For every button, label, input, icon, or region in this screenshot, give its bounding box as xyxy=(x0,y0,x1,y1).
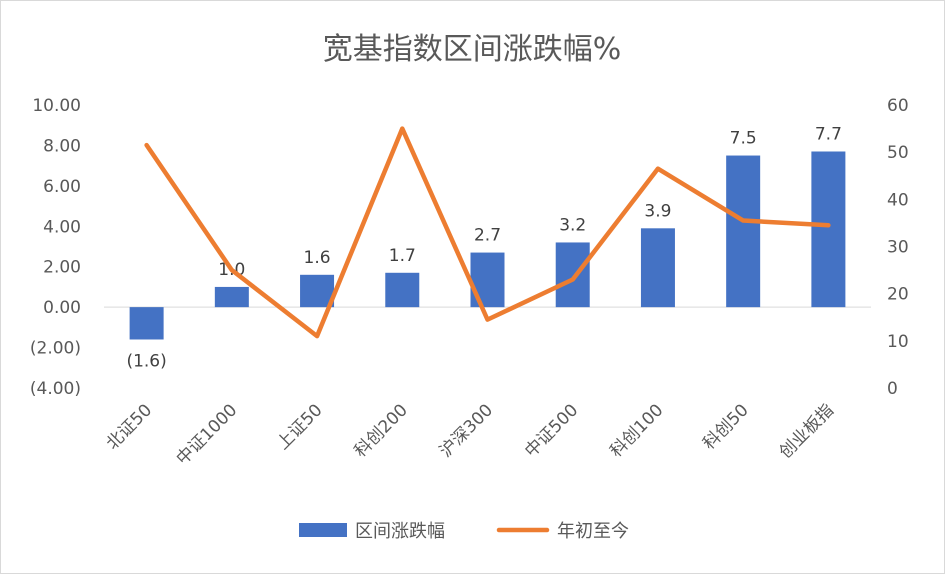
bar-北证50 xyxy=(129,307,164,340)
bar-中证1000 xyxy=(214,286,249,308)
x-category-label: 创业板指 xyxy=(776,400,838,462)
bar-data-label: (1.6) xyxy=(126,351,166,371)
bar-data-label: 1.6 xyxy=(304,248,331,268)
bar-科创100 xyxy=(640,228,675,308)
x-category-label: 中证1000 xyxy=(173,400,242,469)
y-left-tick-label: (4.00) xyxy=(30,379,81,399)
legend-swatch-bar xyxy=(299,523,347,537)
y-left-tick-label: 6.00 xyxy=(43,177,81,197)
y-right-tick-label: 50 xyxy=(887,143,909,163)
y-left-tick-label: (2.00) xyxy=(30,339,81,359)
bar-上证50 xyxy=(300,274,335,308)
legend-label: 年初至今 xyxy=(557,521,629,542)
bar-data-label: 7.5 xyxy=(730,129,757,149)
y-right-tick-label: 60 xyxy=(887,96,909,116)
y-left-tick-label: 0.00 xyxy=(43,298,81,318)
x-category-label: 科创50 xyxy=(699,400,752,453)
x-category-label: 上证50 xyxy=(273,400,326,453)
x-category-label: 科创200 xyxy=(351,400,412,461)
y-left-tick-label: 8.00 xyxy=(43,136,81,156)
x-category-label: 沪深300 xyxy=(436,400,497,461)
y-right-tick-label: 0 xyxy=(887,379,898,399)
y-left-tick-label: 2.00 xyxy=(43,258,81,278)
y-right-tick-label: 40 xyxy=(887,190,909,210)
x-category-label: 中证500 xyxy=(521,400,582,461)
bar-科创200 xyxy=(385,272,420,308)
y-right-tick-label: 20 xyxy=(887,285,909,305)
bar-data-label: 1.7 xyxy=(389,246,416,266)
bar-data-label: 2.7 xyxy=(474,226,501,246)
bar-沪深300 xyxy=(470,252,505,308)
legend-label: 区间涨跌幅 xyxy=(355,521,445,542)
y-right-tick-label: 10 xyxy=(887,332,909,352)
bar-data-label: 7.7 xyxy=(815,124,842,144)
x-category-label: 北证50 xyxy=(103,400,156,453)
y-left-tick-label: 4.00 xyxy=(43,217,81,237)
bar-创业板指 xyxy=(811,151,846,308)
y-left-tick-label: 10.00 xyxy=(32,96,81,116)
y-right-tick-label: 30 xyxy=(887,238,909,258)
bar-中证500 xyxy=(555,242,590,308)
x-category-label: 科创100 xyxy=(606,400,667,461)
bar-data-label: 3.2 xyxy=(559,215,586,235)
chart-title: 宽基指数区间涨跌幅% xyxy=(323,32,622,67)
bar-科创50 xyxy=(726,155,761,308)
bar-data-label: 3.9 xyxy=(644,201,671,221)
